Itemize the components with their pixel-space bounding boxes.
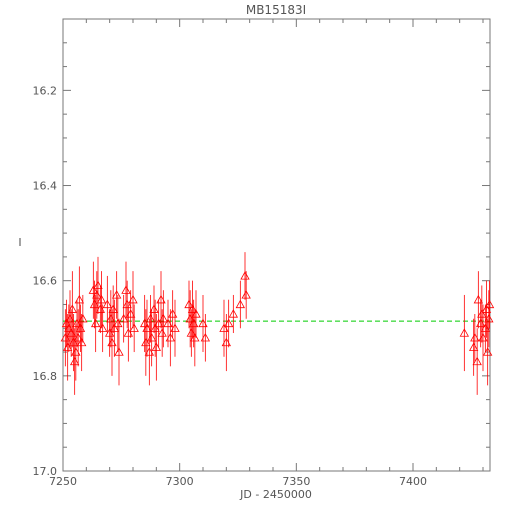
data-point bbox=[111, 290, 122, 299]
data-point bbox=[93, 280, 103, 290]
y-axis-label: I bbox=[18, 236, 21, 249]
data-point bbox=[484, 299, 495, 309]
x-tick-label: 7350 bbox=[282, 475, 310, 488]
data-point bbox=[108, 304, 118, 313]
data-point bbox=[158, 313, 169, 323]
data-point bbox=[145, 313, 156, 323]
data-point bbox=[482, 347, 493, 356]
data-point bbox=[76, 337, 87, 347]
y-tick-label: 16.4 bbox=[33, 180, 58, 193]
data-point bbox=[102, 299, 113, 309]
y-tick-label: 16.8 bbox=[33, 370, 58, 383]
data-point bbox=[88, 285, 99, 294]
data-points bbox=[60, 252, 495, 395]
data-point bbox=[240, 271, 250, 280]
data-point bbox=[97, 323, 108, 332]
data-point bbox=[90, 318, 101, 328]
data-point bbox=[472, 356, 482, 366]
data-point bbox=[241, 290, 251, 299]
data-point bbox=[477, 309, 487, 318]
data-point bbox=[484, 313, 494, 323]
data-point bbox=[74, 294, 85, 304]
data-point bbox=[113, 318, 123, 328]
chart-title: MB15183I bbox=[246, 3, 306, 17]
data-point bbox=[191, 309, 201, 318]
data-point bbox=[200, 332, 211, 342]
y-tick-label: 16.2 bbox=[33, 84, 58, 97]
data-point bbox=[150, 323, 160, 332]
data-point bbox=[128, 294, 138, 304]
data-point bbox=[187, 304, 198, 313]
data-point bbox=[235, 299, 246, 309]
data-point bbox=[141, 337, 151, 347]
data-point bbox=[149, 304, 159, 313]
data-point bbox=[92, 290, 102, 299]
y-tick-label: 17.0 bbox=[33, 465, 58, 478]
data-point bbox=[473, 294, 484, 304]
data-point bbox=[184, 299, 194, 309]
data-point bbox=[157, 328, 167, 337]
x-axis-label: JD - 2450000 bbox=[239, 488, 312, 501]
data-point bbox=[78, 313, 88, 323]
data-point bbox=[114, 347, 124, 356]
data-point bbox=[459, 328, 470, 337]
data-point bbox=[96, 294, 107, 304]
data-point bbox=[67, 304, 78, 313]
data-point bbox=[109, 323, 120, 332]
data-point bbox=[228, 309, 239, 318]
data-point bbox=[468, 342, 479, 351]
plot-frame bbox=[62, 18, 491, 472]
data-point bbox=[121, 285, 131, 294]
x-tick-label: 7250 bbox=[49, 475, 77, 488]
data-point bbox=[170, 323, 180, 332]
x-tick-label: 7400 bbox=[399, 475, 427, 488]
data-point bbox=[129, 323, 139, 332]
y-tick-label: 16.6 bbox=[33, 275, 58, 288]
data-point bbox=[146, 332, 157, 342]
x-tick-label: 7300 bbox=[166, 475, 194, 488]
data-point bbox=[190, 332, 200, 342]
data-point bbox=[223, 318, 234, 328]
data-point bbox=[69, 356, 80, 366]
axis-ticks: 7250 7300 7350 7400 16.2 16.4 16.6 16.8 17.0 bbox=[33, 18, 490, 488]
data-point bbox=[122, 299, 132, 309]
